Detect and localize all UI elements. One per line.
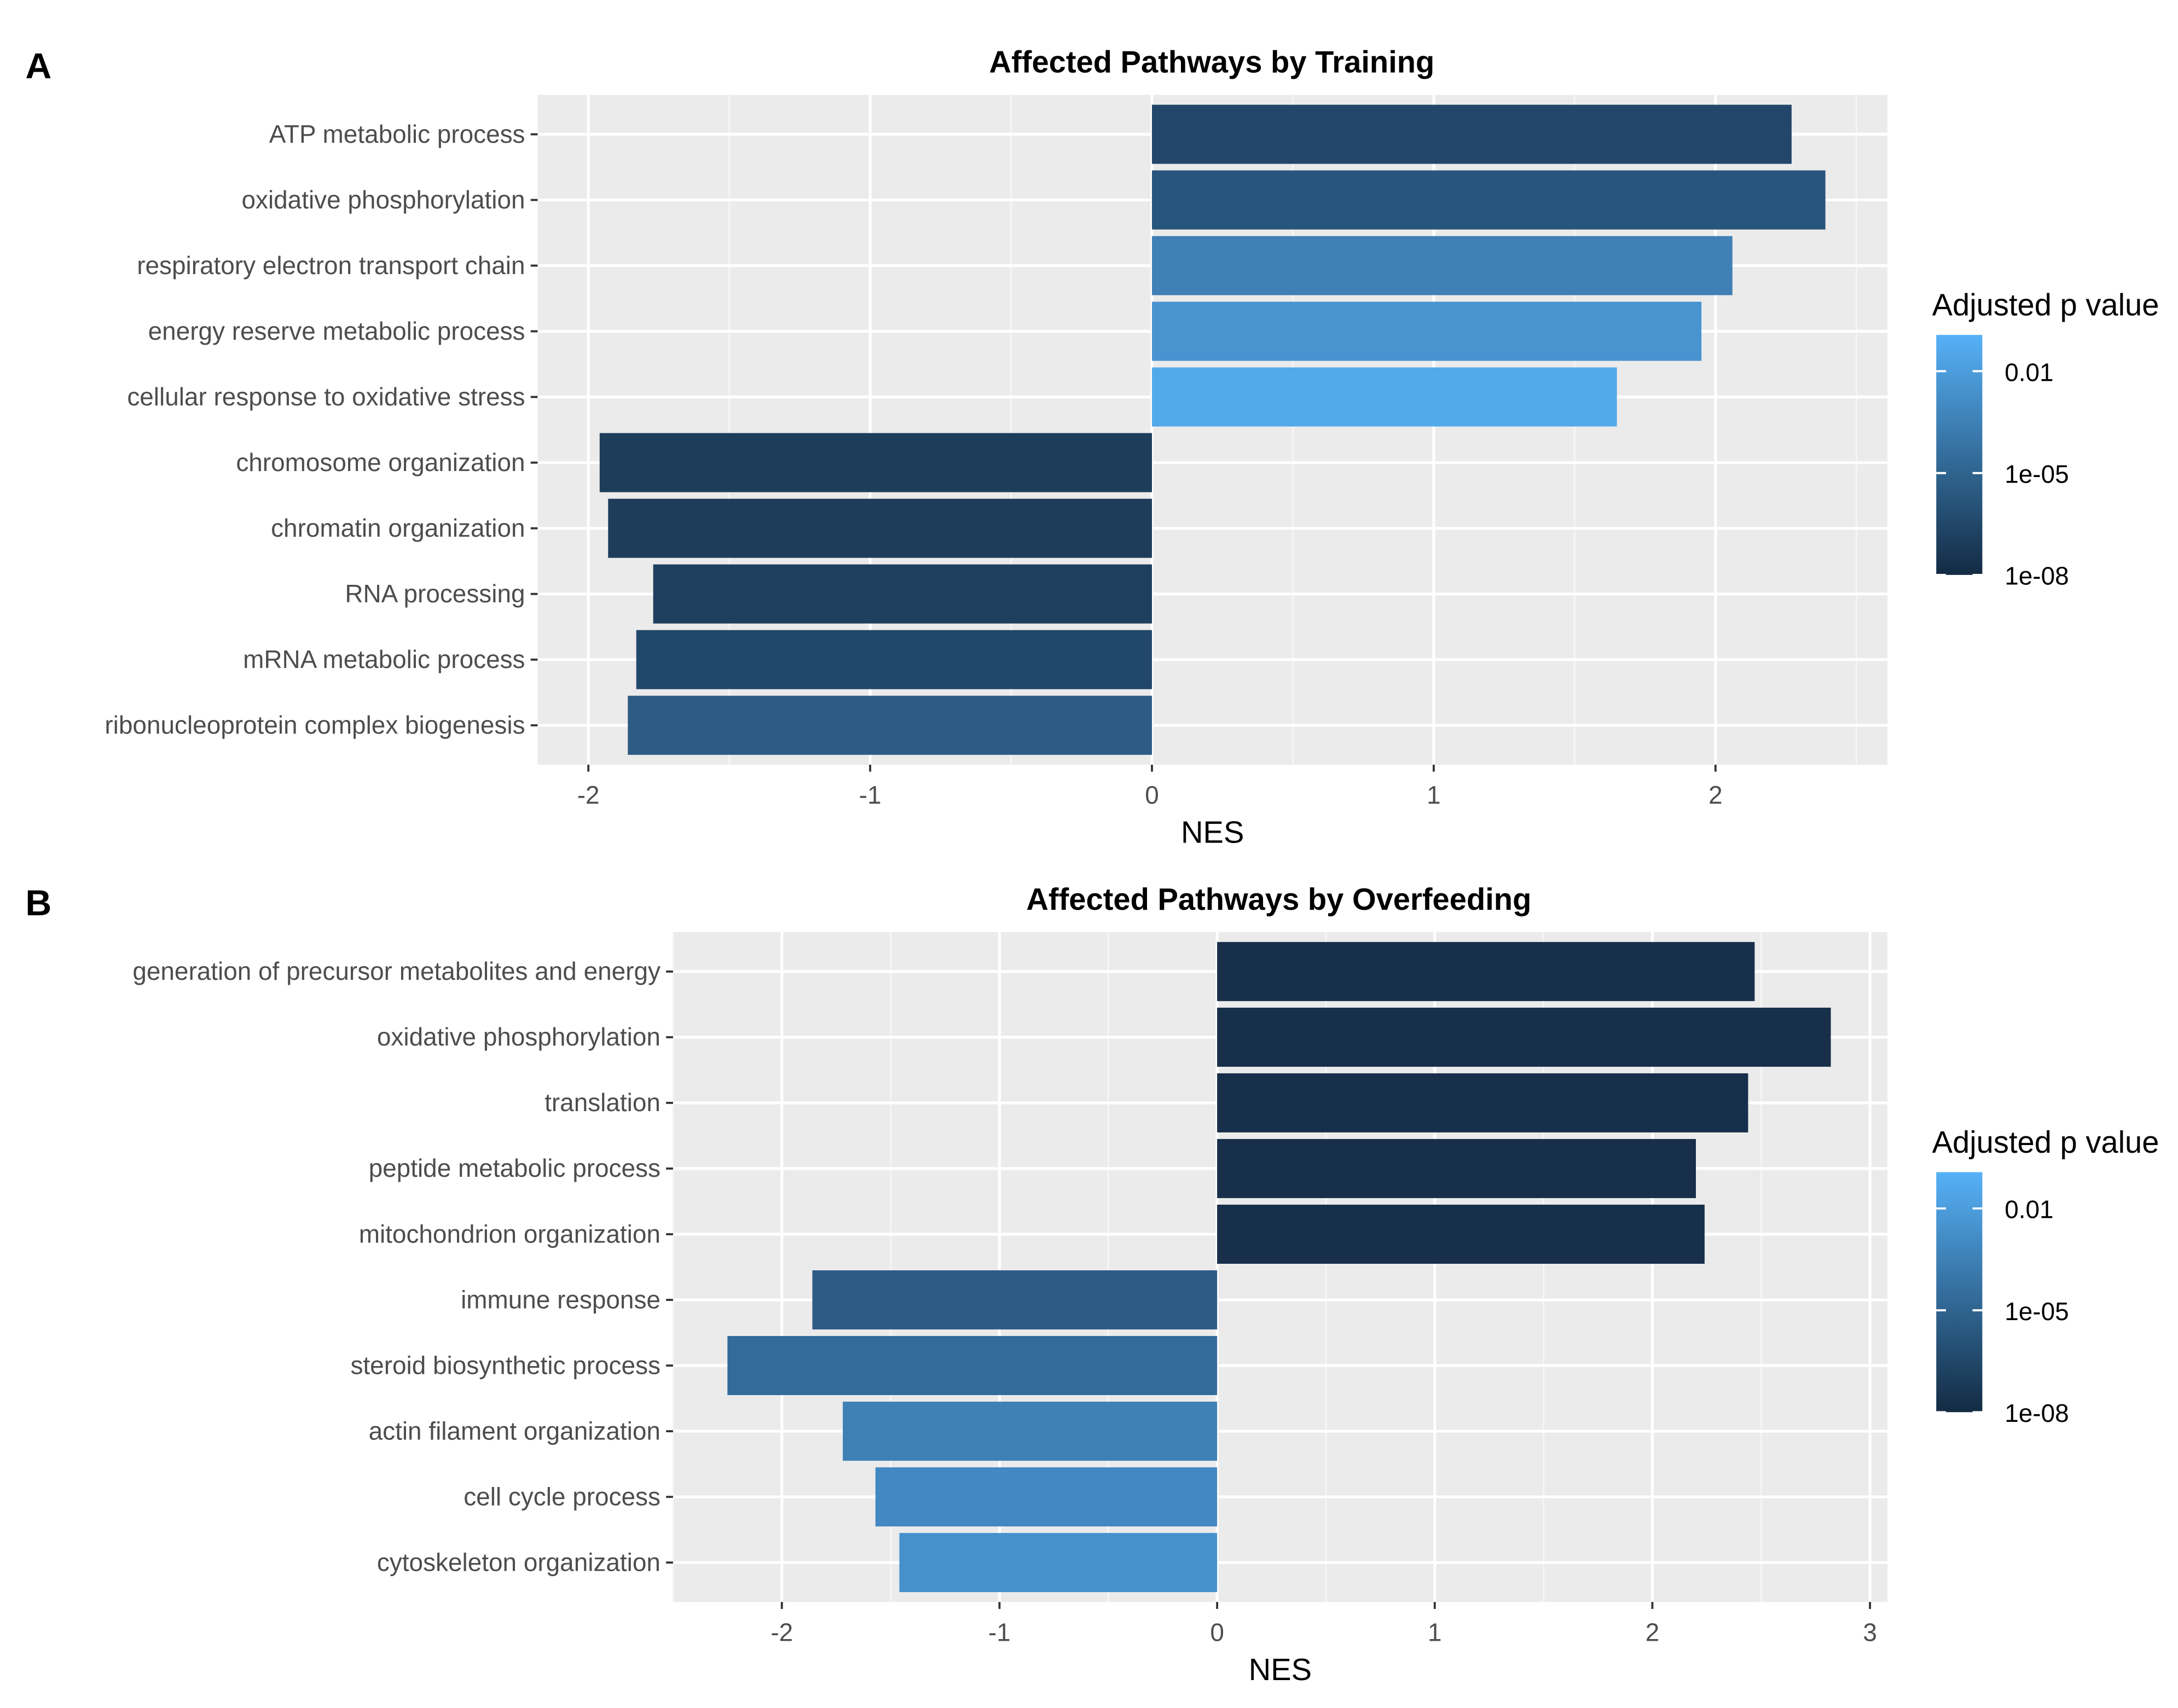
bar [727, 1336, 1218, 1396]
color-legend: Adjusted p value 0.01 1e-05 1e-08 [1932, 287, 2159, 590]
x-tick-label: 0 [1145, 781, 1159, 809]
bar [608, 498, 1152, 558]
y-tick-label: steroid biosynthetic process [350, 1351, 660, 1379]
bar [1217, 1007, 1831, 1067]
bar [1152, 236, 1733, 295]
x-tick-label: 2 [1708, 781, 1723, 809]
x-tick-label: 0 [1210, 1618, 1224, 1647]
y-tick-label: peptide metabolic process [369, 1154, 661, 1182]
y-tick-label: chromosome organization [236, 448, 525, 477]
panel-label: B [25, 883, 51, 923]
x-tick-label: 2 [1646, 1618, 1660, 1647]
bar [1152, 301, 1702, 361]
y-tick-label: translation [544, 1088, 661, 1117]
y-tick-label: ATP metabolic process [269, 120, 525, 148]
x-tick-label: 1 [1427, 781, 1441, 809]
y-tick-label: cellular response to oxidative stress [127, 382, 525, 411]
bar [599, 433, 1152, 492]
y-tick-label: RNA processing [345, 579, 525, 608]
bar [812, 1270, 1218, 1330]
bar [1152, 104, 1792, 164]
bar [899, 1533, 1218, 1593]
x-axis-label: NES [1181, 815, 1244, 850]
y-tick-label: generation of precursor metabolites and … [132, 957, 661, 985]
bar [875, 1467, 1218, 1527]
y-tick-label: chromatin organization [271, 514, 525, 542]
bar [628, 695, 1152, 755]
chart-title: Affected Pathways by Overfeeding [1026, 882, 1531, 916]
y-tick-label: energy reserve metabolic process [148, 317, 525, 345]
y-tick-label: oxidative phosphorylation [241, 185, 525, 214]
x-axis-label: NES [1249, 1652, 1312, 1687]
y-tick-label: actin filament organization [369, 1416, 661, 1445]
colorbar [1936, 1172, 1983, 1413]
bar [1152, 170, 1826, 230]
bar [843, 1402, 1218, 1461]
x-tick-label: 3 [1863, 1618, 1877, 1647]
panel-b: B Affected Pathways by Overfeeding generat… [25, 882, 2159, 1687]
bar [1217, 1073, 1748, 1132]
panel-label: A [25, 46, 51, 86]
legend-tick-label: 1e-08 [2005, 562, 2069, 590]
x-tick-label: 1 [1428, 1618, 1442, 1647]
panel-a: A Affected Pathways by Training ATP metabo… [25, 45, 2159, 850]
chart-title: Affected Pathways by Training [989, 45, 1435, 79]
color-legend: Adjusted p value 0.01 1e-05 1e-08 [1932, 1125, 2159, 1427]
bar [1217, 1138, 1696, 1198]
y-tick-label: immune response [461, 1285, 661, 1314]
bar [636, 630, 1152, 689]
bar [1217, 942, 1755, 1001]
y-tick-label: cell cycle process [464, 1482, 661, 1511]
x-tick-label: -2 [771, 1618, 793, 1647]
y-tick-label: mRNA metabolic process [243, 645, 525, 673]
y-tick-label: mitochondrion organization [359, 1219, 661, 1248]
legend-title: Adjusted p value [1932, 287, 2159, 322]
bar [1217, 1204, 1705, 1264]
x-tick-label: -1 [988, 1618, 1011, 1647]
y-tick-label: cytoskeleton organization [377, 1548, 661, 1576]
bar [1152, 367, 1617, 427]
legend-tick-label: 0.01 [2005, 358, 2053, 386]
colorbar [1936, 335, 1983, 575]
bar [653, 564, 1152, 624]
legend-tick-label: 0.01 [2005, 1195, 2053, 1224]
y-tick-label: ribonucleoprotein complex biogenesis [105, 711, 525, 739]
legend-title: Adjusted p value [1932, 1125, 2159, 1159]
y-tick-label: oxidative phosphorylation [377, 1023, 661, 1051]
legend-tick-label: 1e-08 [2005, 1399, 2069, 1427]
x-tick-label: -2 [577, 781, 600, 809]
x-tick-label: -1 [859, 781, 882, 809]
legend-tick-label: 1e-05 [2005, 460, 2069, 489]
y-tick-label: respiratory electron transport chain [137, 251, 525, 280]
legend-tick-label: 1e-05 [2005, 1297, 2069, 1326]
